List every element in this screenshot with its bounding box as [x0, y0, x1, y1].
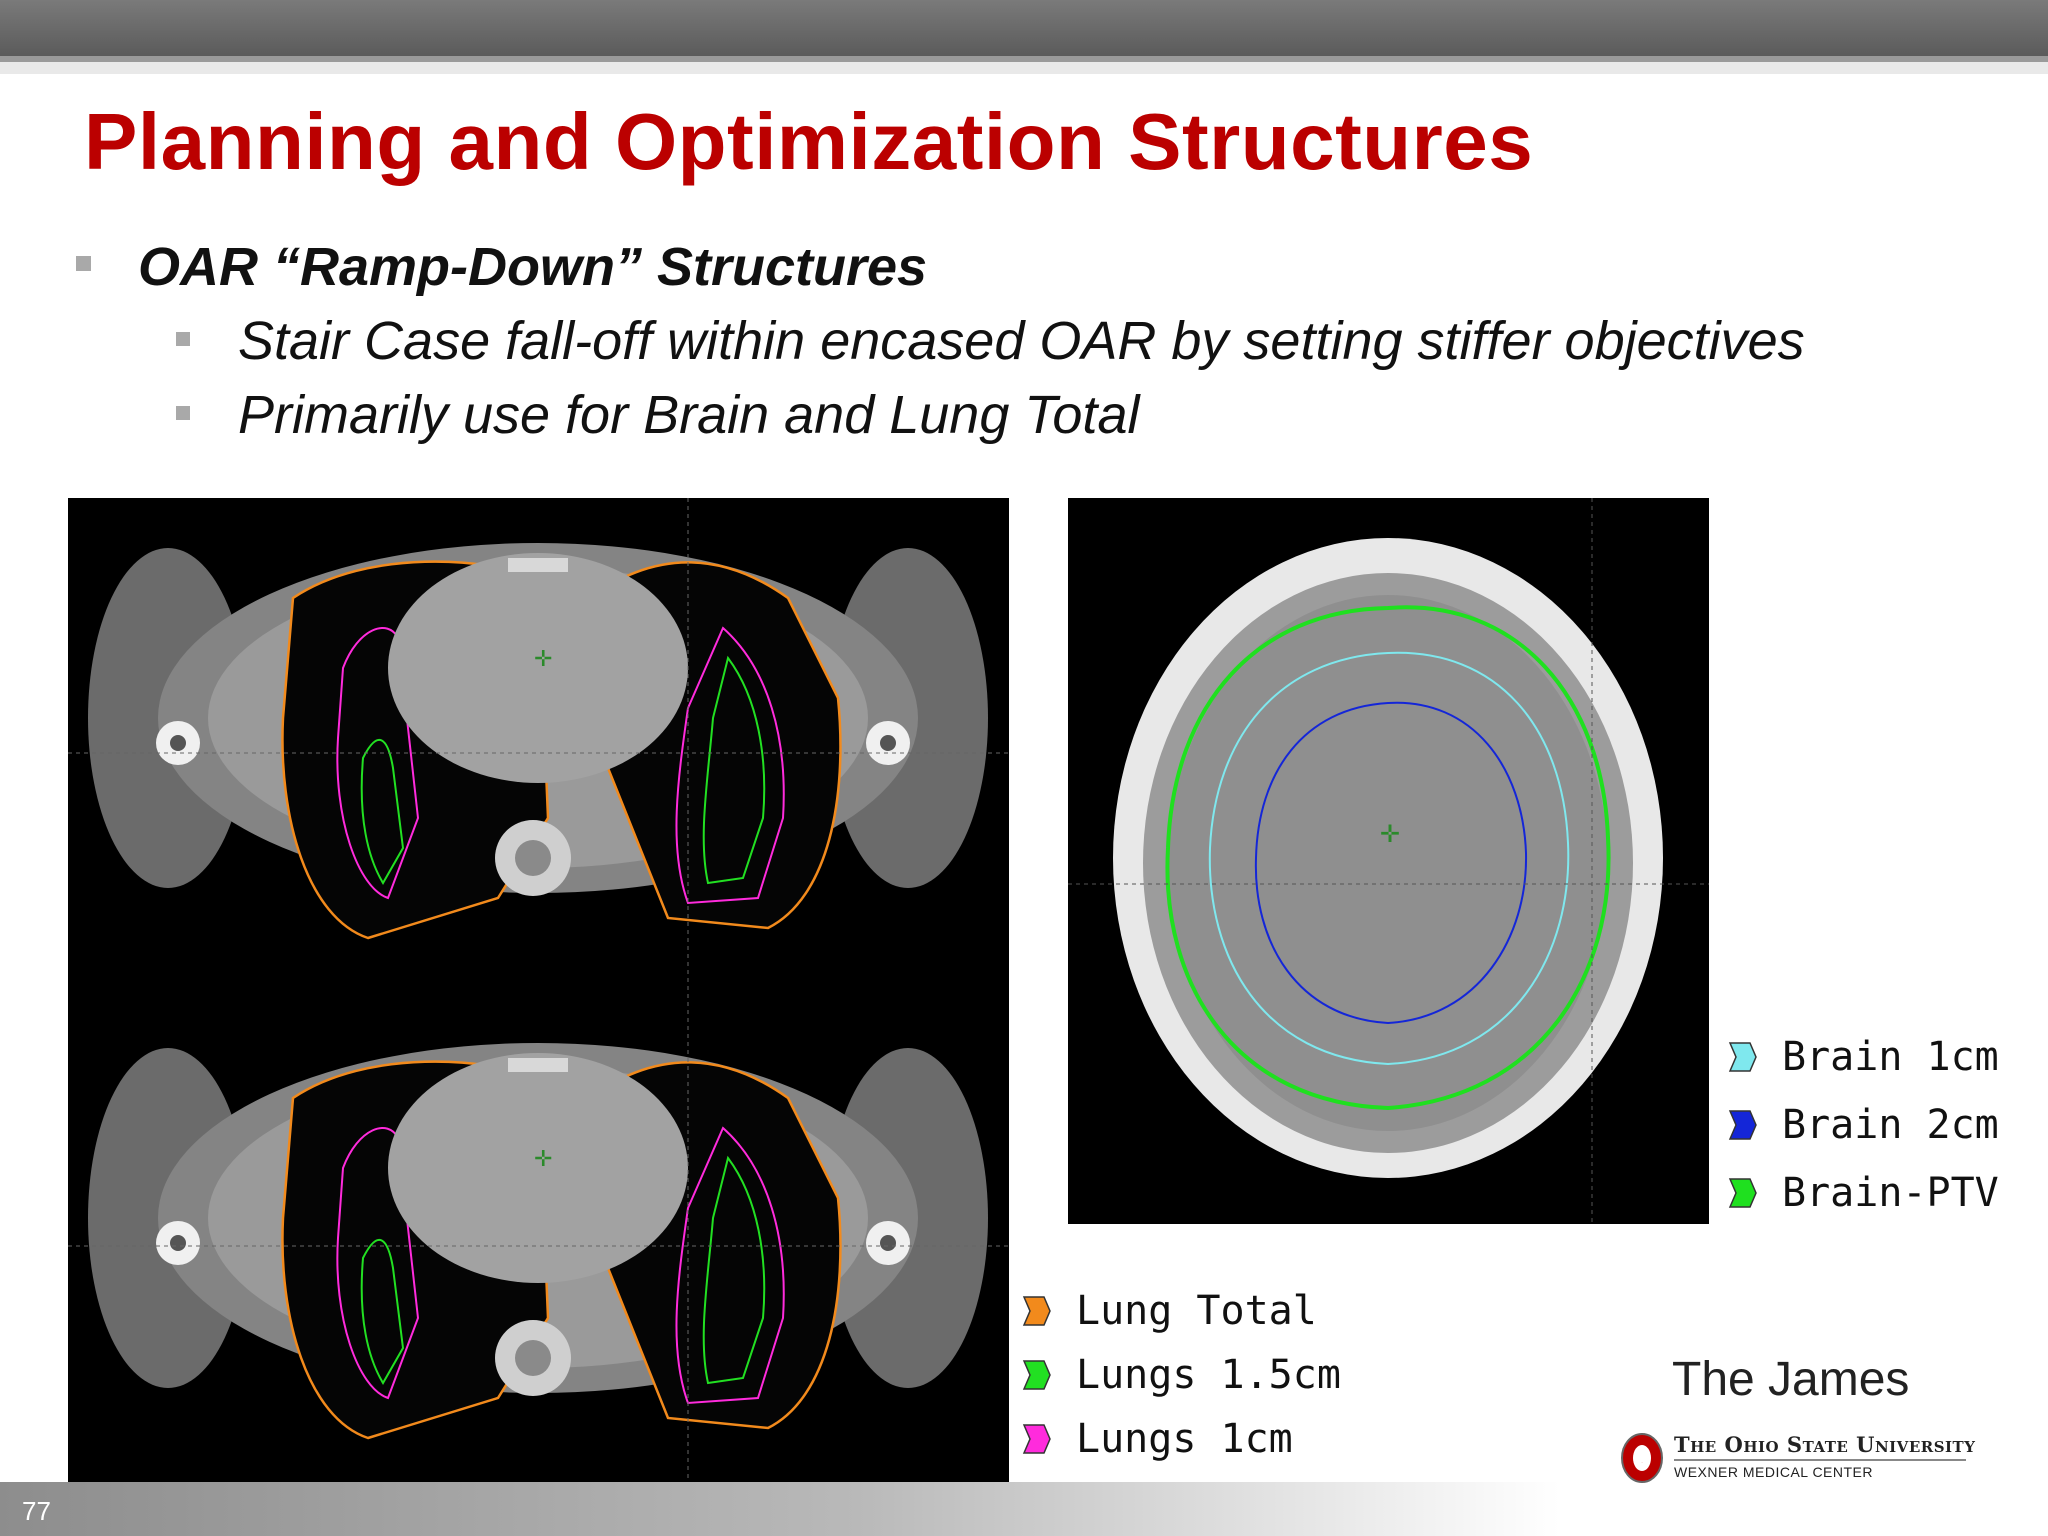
slide-number: 77 — [22, 1496, 51, 1526]
svg-text:O: O — [1642, 1462, 1643, 1464]
brand-university-name: The Ohio State University — [1674, 1432, 1976, 1457]
svg-text:✛: ✛ — [534, 647, 552, 672]
legend-brain-ptv: Brain-PTV — [1722, 1166, 1999, 1220]
top-banner-stripe — [0, 56, 2048, 62]
legend-label: Brain 2cm — [1782, 1102, 1999, 1148]
brand-medical-center: WEXNER MEDICAL CENTER — [1674, 1464, 1874, 1480]
top-banner — [0, 0, 2048, 56]
brand-the-james: The James — [1672, 1353, 1910, 1406]
legend-label: Brain-PTV — [1782, 1170, 1999, 1216]
legend-lung-total: Lung Total — [1016, 1284, 1317, 1338]
bullet-oar-ramp-down: OAR “Ramp-Down” Structures — [138, 237, 928, 297]
sub-bullet-marker — [176, 406, 190, 420]
slide-title: Planning and Optimization Structures — [84, 97, 1534, 186]
brain-ct-image: ✛ — [1068, 498, 1709, 1224]
osu-block-o-logo: O — [1620, 1432, 1664, 1489]
legend-lungs-1cm: Lungs 1cm — [1016, 1412, 1293, 1466]
legend-brain-2cm: Brain 2cm — [1722, 1098, 1999, 1152]
brain-ptv-swatch-icon — [1728, 1178, 1757, 1208]
brain-1cm-swatch-icon — [1728, 1042, 1757, 1072]
svg-text:✛: ✛ — [1380, 820, 1400, 848]
legend-label: Lung Total — [1076, 1288, 1317, 1334]
bottom-banner — [0, 1482, 1560, 1536]
sub-bullet-stair-case: Stair Case fall-off within encased OAR b… — [238, 311, 1805, 371]
legend-lungs-1-5cm: Lungs 1.5cm — [1016, 1348, 1341, 1402]
lungs-1cm-swatch-icon — [1022, 1424, 1051, 1454]
svg-text:✛: ✛ — [534, 1147, 552, 1172]
sub-bullet-marker — [176, 332, 190, 346]
legend-label: Lungs 1cm — [1076, 1416, 1293, 1462]
lungs-1-5cm-swatch-icon — [1022, 1360, 1051, 1390]
sub-bullet-brain-lung: Primarily use for Brain and Lung Total — [238, 385, 1140, 445]
legend-brain-1cm: Brain 1cm — [1722, 1030, 1999, 1084]
legend-label: Lungs 1.5cm — [1076, 1352, 1341, 1398]
top-banner-shadow — [0, 62, 2048, 74]
legend-label: Brain 1cm — [1782, 1034, 1999, 1080]
lung-total-swatch-icon — [1022, 1296, 1051, 1326]
brand-divider — [1674, 1459, 1966, 1461]
brain-2cm-swatch-icon — [1728, 1110, 1757, 1140]
bullet-marker — [76, 256, 91, 271]
lung-ct-images: ✛ ✛ — [68, 498, 1009, 1482]
